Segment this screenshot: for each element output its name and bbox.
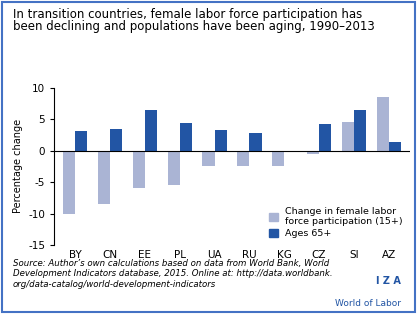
Bar xyxy=(133,151,145,188)
Bar xyxy=(389,142,401,151)
Bar xyxy=(250,133,262,151)
Legend: Change in female labor
force participation (15+), Ages 65+: Change in female labor force participati… xyxy=(268,205,405,240)
Bar xyxy=(272,151,284,166)
Bar xyxy=(354,110,366,151)
Bar xyxy=(214,130,227,151)
Bar xyxy=(307,151,319,154)
Bar xyxy=(284,151,296,152)
Bar xyxy=(180,123,192,151)
Bar xyxy=(237,151,250,166)
Bar xyxy=(110,129,122,151)
Text: World of Labor: World of Labor xyxy=(335,299,401,308)
Text: Source: Author’s own calculations based on data from World Bank, World
Developme: Source: Author’s own calculations based … xyxy=(13,259,332,289)
Bar xyxy=(377,97,389,151)
Bar xyxy=(98,151,110,204)
Text: been declining and populations have been aging, 1990–2013: been declining and populations have been… xyxy=(13,20,374,33)
Bar xyxy=(319,124,331,151)
Y-axis label: Percentage change: Percentage change xyxy=(13,119,23,214)
Bar xyxy=(145,110,157,151)
Bar xyxy=(63,151,75,214)
Bar xyxy=(168,151,180,185)
Bar xyxy=(342,122,354,151)
Text: I Z A: I Z A xyxy=(376,276,401,286)
Text: In transition countries, female labor force participation has: In transition countries, female labor fo… xyxy=(13,8,362,21)
Bar xyxy=(75,131,87,151)
Bar xyxy=(202,151,214,166)
